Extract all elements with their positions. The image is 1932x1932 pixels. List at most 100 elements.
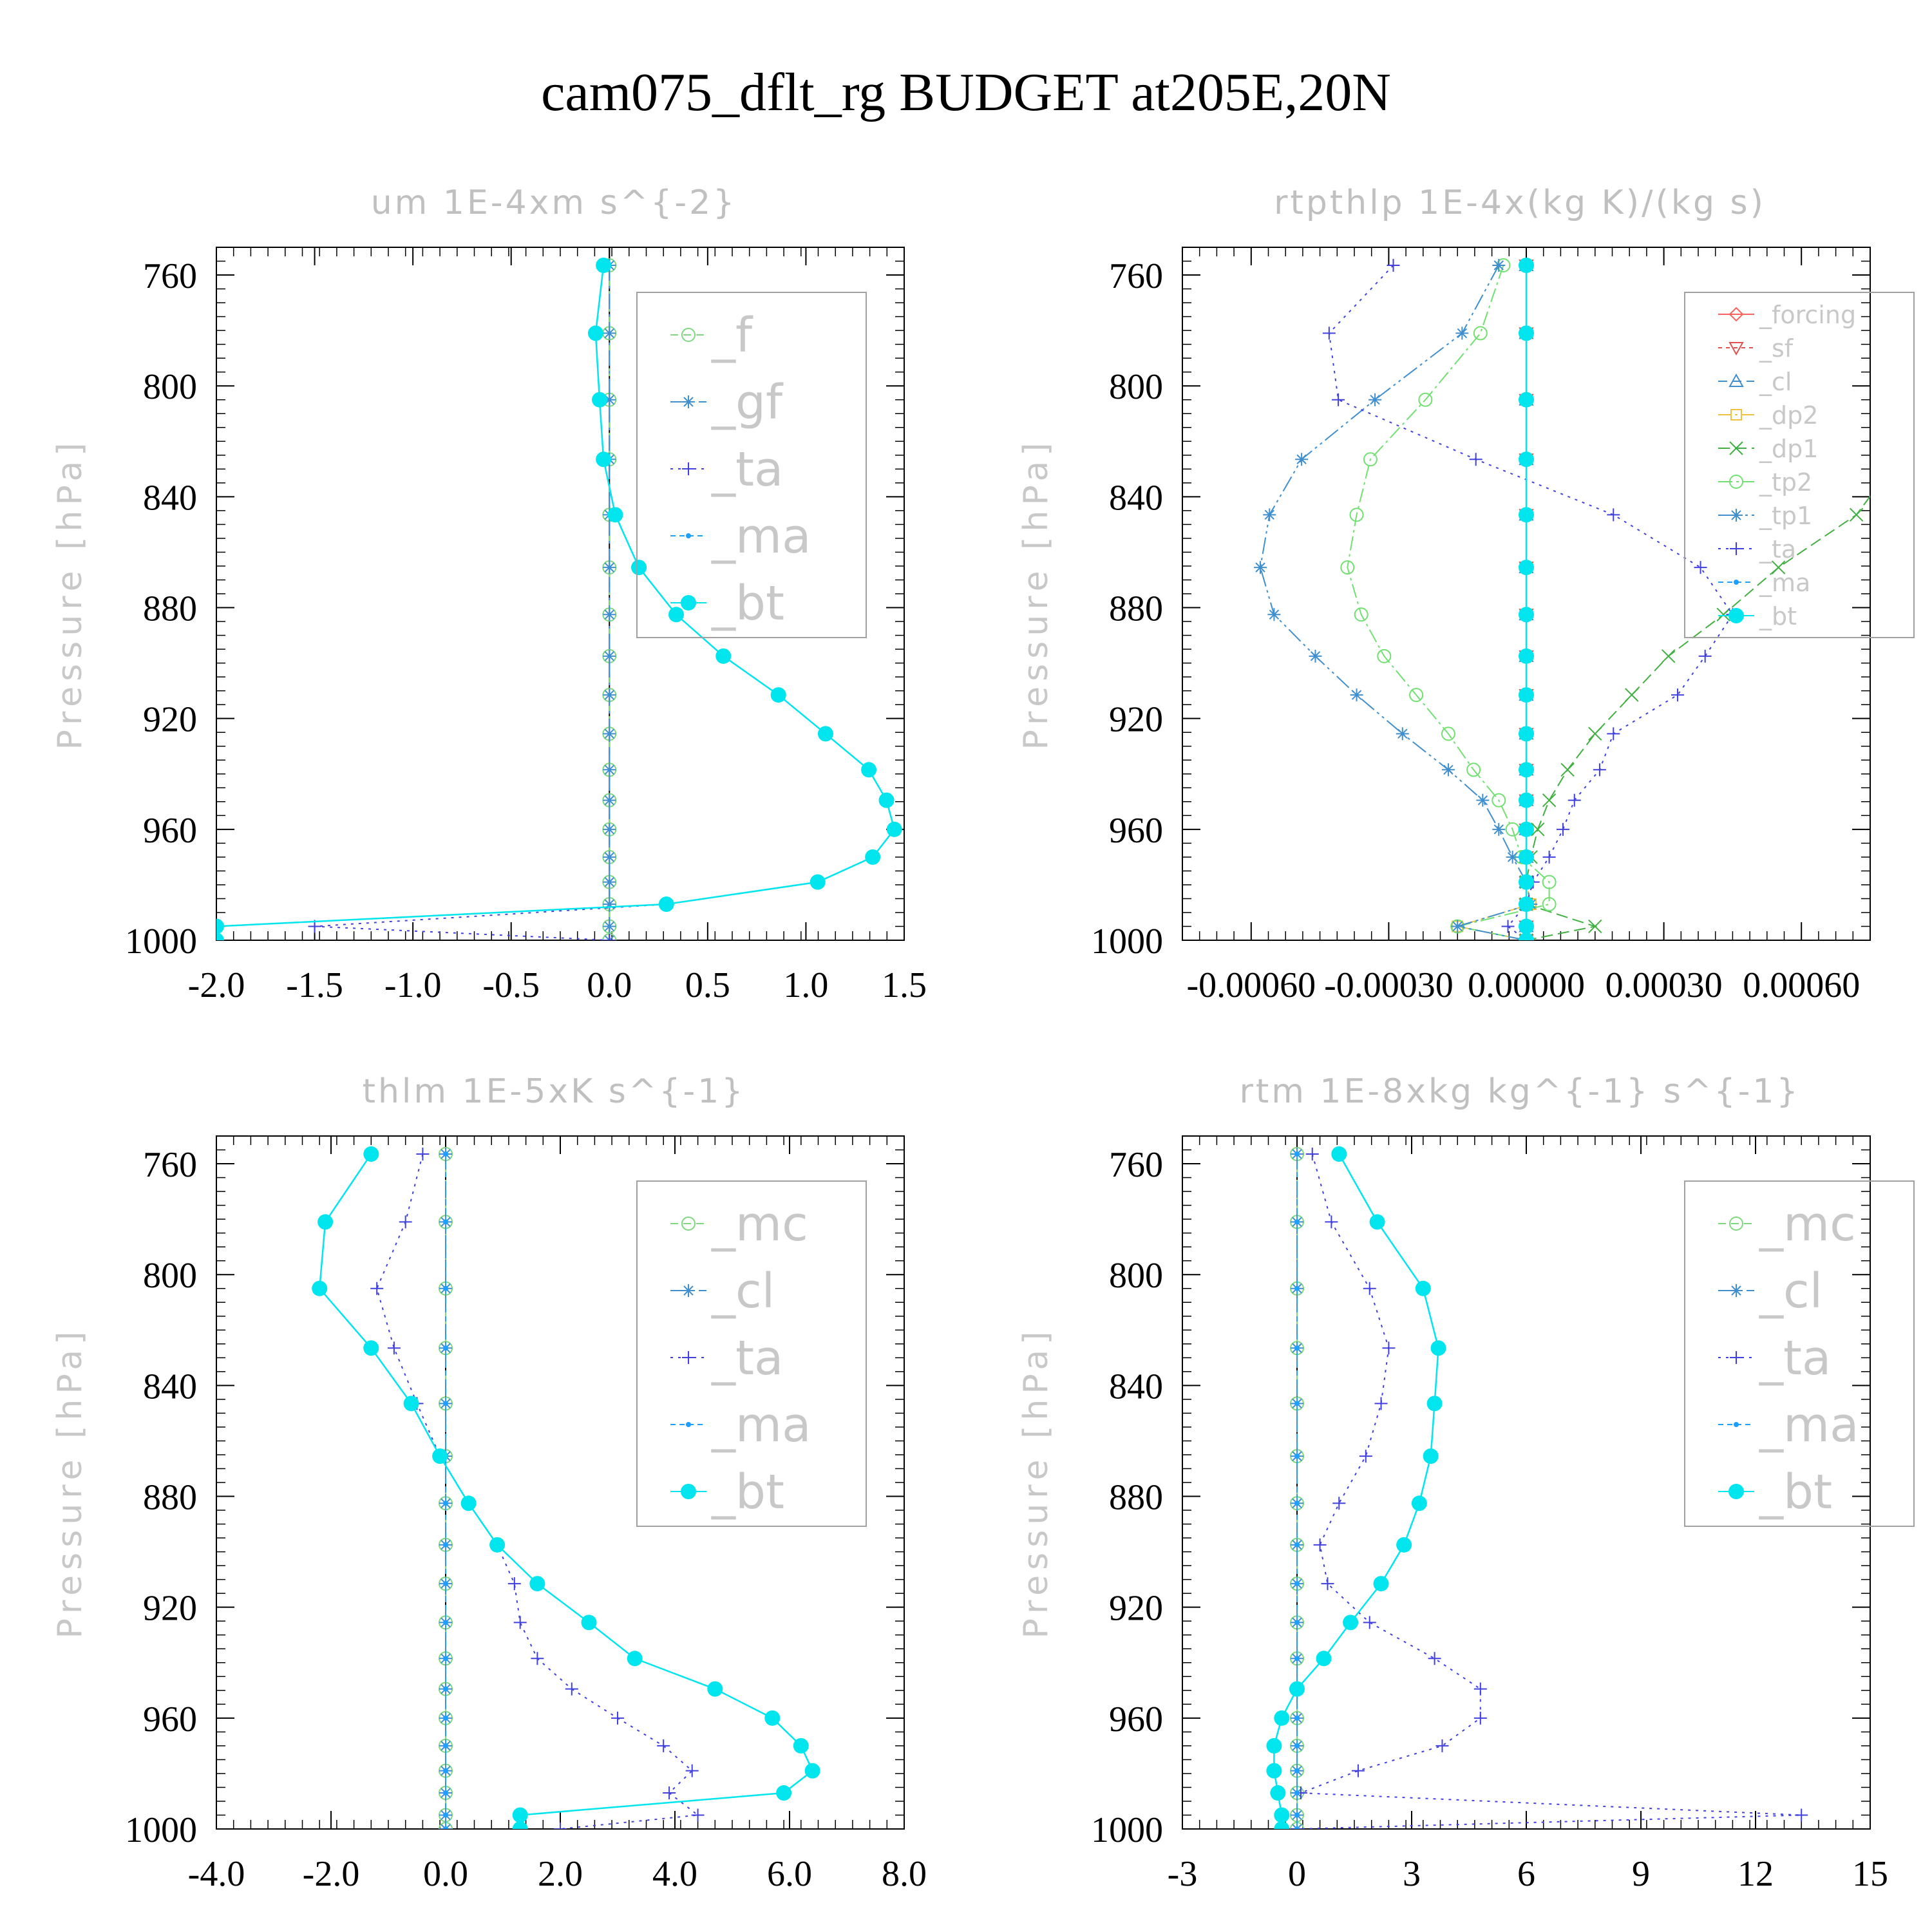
y-tick-label: 880: [1109, 589, 1163, 629]
data-point-ma: [443, 1826, 448, 1829]
data-point-tp2: [1377, 649, 1392, 663]
data-point-bt: [1519, 560, 1534, 576]
legend-label-ta: _ta: [711, 442, 783, 497]
data-point-ta: [1501, 920, 1515, 933]
data-point-bt: [1411, 1495, 1427, 1511]
x-tick-label: 0.00030: [1605, 965, 1723, 1005]
data-point-ta: [1795, 1808, 1808, 1822]
legend-label-ma: _ma: [1759, 569, 1810, 597]
data-point-dp1: [1771, 560, 1786, 574]
plot-area: [1254, 257, 1870, 940]
y-tick-label: 960: [143, 1700, 197, 1739]
data-point-ta: [513, 1616, 527, 1629]
data-point-bt: [770, 687, 786, 703]
data-point-ta: [691, 1808, 705, 1822]
legend-label-ma: _ma: [1759, 1397, 1859, 1453]
x-tick-label: -1.5: [286, 965, 343, 1005]
data-point-ta: [1359, 1450, 1372, 1463]
x-tick-label: 9: [1632, 1854, 1650, 1894]
data-point-bt: [627, 1651, 643, 1667]
data-point-tp2: [1354, 607, 1368, 622]
data-point-ma: [1294, 1542, 1300, 1548]
y-tick-label: 1000: [125, 1810, 197, 1850]
plot-area: [1266, 1146, 1808, 1829]
x-tick-label: 8.0: [882, 1854, 927, 1894]
data-point-ma: [443, 1345, 448, 1351]
legend-label-ta: _ta: [1759, 1331, 1831, 1386]
data-point-bt: [512, 1807, 528, 1823]
data-point-tp1: [1263, 508, 1276, 522]
y-tick-label: 880: [143, 589, 197, 629]
series-line-bt: [216, 265, 896, 940]
legend-label-cl: _cl: [711, 1264, 775, 1319]
legend-marker-gf: [682, 395, 695, 408]
data-point-ta: [663, 1786, 676, 1800]
data-point-ta: [1363, 1616, 1376, 1629]
x-tick-label: -4.0: [188, 1854, 245, 1894]
data-point-bt: [1423, 1448, 1439, 1464]
data-point-ma: [443, 1743, 448, 1748]
data-point-gf: [603, 920, 616, 933]
plot-area: [312, 1146, 820, 1829]
legend-marker-bt: [681, 1484, 696, 1499]
data-point-ma: [1294, 1790, 1300, 1796]
x-tick-label: -0.00060: [1186, 965, 1316, 1005]
data-point-bt: [489, 1537, 506, 1553]
data-point-bt: [1270, 1785, 1286, 1801]
data-point-bt: [1415, 1280, 1431, 1296]
legend-marker-bt: [1728, 608, 1744, 623]
y-tick-label: 880: [1109, 1478, 1163, 1518]
legend-box: [636, 1180, 867, 1527]
data-point-bt: [1274, 1710, 1290, 1726]
legend-label-forcing: _forcing: [1759, 301, 1856, 329]
data-point-dp1: [1716, 607, 1730, 621]
data-point-ta: [1473, 1711, 1487, 1725]
data-point-bt: [216, 933, 224, 940]
data-point-ta: [565, 1682, 578, 1696]
x-tick-label: -2.0: [188, 965, 245, 1005]
data-point-gf: [603, 393, 616, 406]
data-point-bt: [817, 726, 833, 742]
data-point-gf: [603, 727, 616, 741]
data-point-ta: [1325, 1215, 1338, 1229]
data-point-ta: [1387, 258, 1400, 272]
data-point-ma: [1294, 1345, 1300, 1351]
data-point-ta: [554, 1823, 567, 1829]
panel-title: thlm 1E-5xK s^{-1}: [363, 1072, 746, 1111]
legend-label-cl: _cl: [1759, 1264, 1823, 1319]
y-tick-label: 920: [143, 1589, 197, 1629]
y-tick-label: 880: [143, 1478, 197, 1518]
data-point-bt: [312, 1280, 328, 1296]
data-point-bt: [776, 1785, 792, 1801]
data-point-ma: [443, 1768, 448, 1774]
data-point-bt: [317, 1214, 334, 1230]
legend-marker-ma: [686, 1422, 691, 1427]
data-point-tp1: [1368, 393, 1382, 406]
data-point-bt: [1519, 849, 1534, 865]
x-tick-label: 15: [1852, 1854, 1888, 1894]
data-point-ta: [1382, 1341, 1396, 1355]
legend-marker-sf: [1728, 342, 1744, 356]
data-point-bt: [596, 257, 612, 273]
chart-panel-1: -2.0 -1.5 -1.0 -0.5 0.0 0.5 1.0 1.5 760 800 840 880…: [51, 184, 927, 1005]
data-point-bt: [865, 849, 881, 865]
data-point-bt: [878, 792, 895, 808]
legend-label-ma: _ma: [711, 509, 811, 564]
data-point-tp2: [1340, 560, 1355, 575]
data-point-tp1: [1476, 793, 1490, 807]
data-point-tp1: [1267, 608, 1281, 621]
legend-marker-mc: [1729, 1217, 1743, 1231]
legend-label-gf: _gf: [711, 375, 784, 430]
legend-marker-cl: [1728, 373, 1744, 387]
y-axis-label: Pressure [hPa]: [51, 438, 90, 750]
legend-marker-ta: [1730, 1351, 1743, 1364]
y-tick-label: 840: [1109, 1367, 1163, 1406]
data-point-bt: [804, 1763, 820, 1779]
series-line-ta: [314, 265, 895, 940]
y-tick-label: 1000: [1091, 922, 1163, 961]
data-point-bt: [592, 392, 608, 408]
data-point-ta: [1556, 822, 1569, 836]
data-point-dp1: [1662, 649, 1676, 663]
chart-panel-2: -0.00060 -0.00030 0.00000 0.00030 0.00060 760…: [1017, 184, 1915, 1005]
data-point-ta: [1694, 561, 1707, 574]
